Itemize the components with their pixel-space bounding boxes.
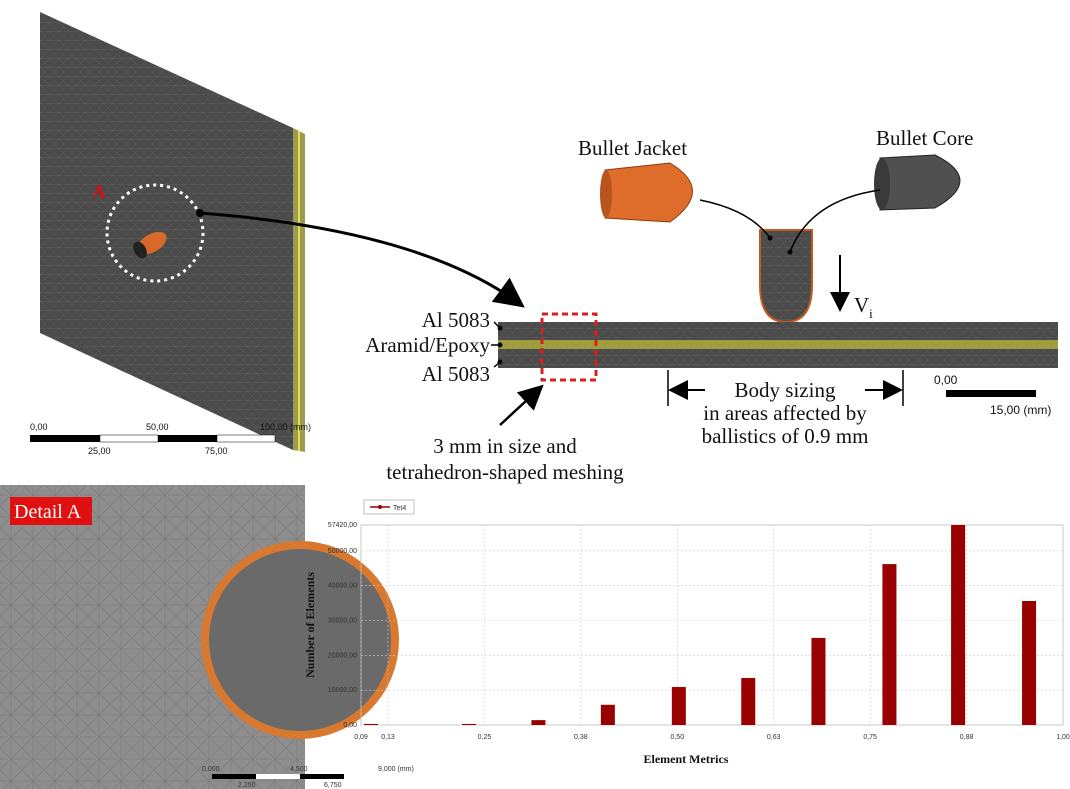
velocity-symbol: V <box>854 293 869 317</box>
leader-dot <box>788 250 793 255</box>
leader-dot <box>498 360 503 365</box>
bar <box>462 724 476 725</box>
figure: A 0,00 50,00 100,00 (mm) 25,00 75,00 Bul… <box>0 0 1070 789</box>
x-tick-label: 0,63 <box>767 734 781 741</box>
leader-dot <box>498 343 503 348</box>
x-tick-label: 0,50 <box>670 734 684 741</box>
plate-label: A <box>92 182 106 203</box>
scale-label: 0,00 <box>934 373 958 387</box>
scale-label: 2,250 <box>238 782 256 789</box>
bullet-jacket-label: Bullet Jacket <box>578 136 687 160</box>
scale-label: 50,00 <box>146 422 169 432</box>
scale-label: 75,00 <box>205 446 228 456</box>
y-tick-label: 40000,00 <box>328 583 357 590</box>
scale-label: 25,00 <box>88 446 111 456</box>
x-tick-label: 0,75 <box>863 734 877 741</box>
body-sizing: ballistics of 0.9 mm <box>702 424 869 448</box>
x-tick-label: 0,09 <box>354 734 368 741</box>
bar <box>1022 601 1036 725</box>
bar <box>601 705 615 725</box>
scale-bar <box>946 390 1036 397</box>
scale-bar <box>158 435 217 442</box>
velocity-subscript: i <box>869 306 873 321</box>
scale-label: 0,00 <box>30 422 48 432</box>
mesh-arrow <box>500 388 540 425</box>
x-tick-label: 0,25 <box>478 734 492 741</box>
bar <box>741 678 755 725</box>
detail-label: Detail A <box>14 501 82 523</box>
layer-label: Aramid/Epoxy <box>365 333 490 357</box>
scale-label: 0,000 <box>202 766 220 773</box>
leader-dot <box>768 236 773 241</box>
x-tick-label: 0,38 <box>574 734 588 741</box>
x-tick-label: 1,00 <box>1056 734 1070 741</box>
bullet-jacket <box>605 163 693 222</box>
bullet-core-label: Bullet Core <box>876 126 973 150</box>
bar <box>811 638 825 725</box>
detail-hole <box>205 545 395 735</box>
scale-label: 100,00 (mm) <box>260 422 311 432</box>
mesh-note: tetrahedron-shaped meshing <box>386 460 624 484</box>
scale-bar <box>300 774 344 779</box>
scale-label: 9,000 (mm) <box>378 766 414 773</box>
layer-label: Al 5083 <box>422 362 490 386</box>
scale-label: 4,500 <box>290 766 308 773</box>
legend-label: Tet4 <box>393 505 406 512</box>
bar <box>672 687 686 725</box>
body-sizing: in areas affected by <box>703 401 867 425</box>
bullet-section <box>760 230 812 322</box>
legend-marker <box>378 505 382 509</box>
scale-bar <box>212 774 256 779</box>
bullet-core-base <box>874 158 890 210</box>
bar <box>951 525 965 725</box>
x-tick-label: 0,88 <box>960 734 974 741</box>
bar <box>531 720 545 725</box>
scale-label: 15,00 (mm) <box>990 403 1051 417</box>
scale-bar <box>100 435 158 442</box>
velocity-label: Vi <box>854 293 873 321</box>
leader-dot <box>498 326 503 331</box>
y-tick-label: 57420,00 <box>328 522 357 529</box>
scale-bar <box>256 774 300 779</box>
mesh-note: 3 mm in size and <box>433 434 577 458</box>
scale-bar <box>30 435 100 442</box>
y-tick-label: 50000,00 <box>328 548 357 555</box>
body-sizing: Body sizing <box>735 378 836 402</box>
bullet-core <box>880 155 960 210</box>
bar <box>882 564 896 725</box>
y-axis-label: Number of Elements <box>303 572 317 678</box>
aramid-layer <box>498 340 1058 349</box>
y-tick-label: 30000,00 <box>328 618 357 625</box>
y-tick-label: 20000,00 <box>328 652 357 659</box>
x-tick-label: 0,13 <box>381 734 395 741</box>
y-tick-label: 0,00 <box>343 722 357 729</box>
bullet-jacket-base <box>600 170 612 218</box>
bar <box>364 724 378 725</box>
layer-label: Al 5083 <box>422 308 490 332</box>
scale-label: 6,750 <box>324 782 342 789</box>
scale-bar <box>217 435 275 442</box>
plate <box>40 12 293 450</box>
y-tick-label: 10000,00 <box>328 687 357 694</box>
x-axis-label: Element Metrics <box>644 752 729 766</box>
